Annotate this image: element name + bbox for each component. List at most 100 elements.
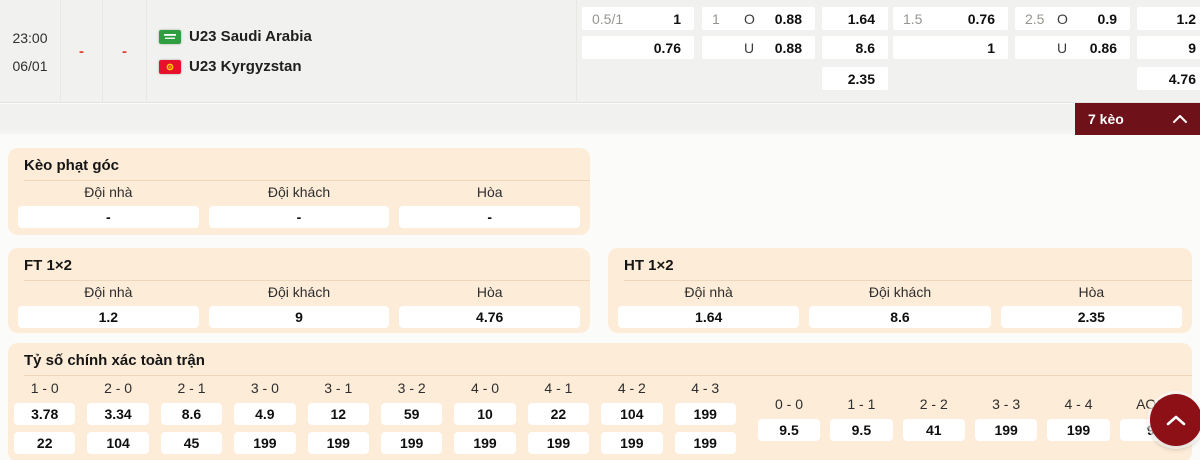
- score-odds[interactable]: 59: [380, 403, 443, 425]
- ht-away-odds[interactable]: 8.6: [809, 306, 991, 328]
- score-label: 1 - 0: [30, 380, 59, 396]
- score-odds[interactable]: 41: [902, 419, 965, 441]
- spacer: [748, 376, 758, 454]
- odds-value: 0.76: [653, 39, 681, 56]
- divider: [24, 375, 1192, 376]
- score-odds-alt[interactable]: 104: [87, 432, 149, 454]
- score-away-column: -: [103, 0, 147, 103]
- score-odds[interactable]: 3.78: [14, 403, 76, 425]
- odds-count-toggle[interactable]: 7 kèo: [1075, 103, 1200, 135]
- handicap-ft-line: 0.5/1: [592, 10, 624, 27]
- odds-x12a-away[interactable]: 8.6: [822, 36, 888, 59]
- score-odds[interactable]: 3.34: [87, 403, 149, 425]
- score-odds[interactable]: 104: [601, 403, 663, 425]
- score-odds-alt[interactable]: 199: [674, 432, 736, 454]
- score-odds[interactable]: 199: [974, 419, 1038, 441]
- score-col-1-1: 1 - 1 9.5: [830, 392, 893, 454]
- score-odds[interactable]: 199: [674, 403, 736, 425]
- score-odds[interactable]: 9.5: [830, 419, 893, 441]
- odds-handicap-ft-away[interactable]: 0.76: [582, 36, 694, 59]
- corner-away-odds[interactable]: -: [208, 206, 390, 228]
- score-col-4-3: 4 - 3 199 199: [674, 376, 736, 454]
- score-odds[interactable]: 4.9: [234, 403, 296, 425]
- odds-value: 0.9: [1097, 10, 1117, 27]
- score-col-3-3: 3 - 3 199: [974, 392, 1038, 454]
- score-odds-alt[interactable]: 199: [601, 432, 663, 454]
- col-draw-label: Hòa: [1078, 284, 1105, 300]
- ft-1x2-panel: FT 1×2 Đội nhà 1.2 Đội khách 9 Hòa 4.76: [8, 248, 590, 333]
- odds-x12a-draw[interactable]: 2.35: [822, 67, 888, 90]
- score-label: 0 - 0: [774, 396, 803, 412]
- col-away-label: Đội khách: [267, 184, 331, 200]
- score-odds-alt[interactable]: 199: [307, 432, 369, 454]
- score-odds-alt[interactable]: 199: [380, 432, 443, 454]
- col-draw-label: Hòa: [476, 284, 503, 300]
- odds-under-ht[interactable]: U 0.86: [1015, 36, 1130, 59]
- score-odds[interactable]: 12: [307, 403, 369, 425]
- score-label: 4 - 1: [544, 380, 573, 396]
- home-team-row[interactable]: U23 Saudi Arabia: [159, 28, 312, 45]
- away-team-row[interactable]: U23 Kyrgyzstan: [159, 58, 302, 75]
- col-home-label: Đội nhà: [84, 284, 133, 300]
- score-col-3-2: 3 - 2 59 199: [380, 376, 443, 454]
- score-odds-alt[interactable]: 45: [160, 432, 223, 454]
- odds-over-ft[interactable]: 1 O 0.88: [702, 7, 815, 30]
- corner-draw-odds[interactable]: -: [399, 206, 581, 228]
- col-away-label: Đội khách: [267, 284, 331, 300]
- match-time: 23:00: [12, 29, 48, 46]
- odds-value: 8.6: [855, 39, 875, 56]
- odds-handicap-ft-home[interactable]: 0.5/1 1: [582, 7, 694, 30]
- odds-value: 2.35: [847, 70, 875, 87]
- corner-home-odds[interactable]: -: [18, 206, 199, 228]
- correct-score-panel: Tỷ số chính xác toàn trận 1 - 0 3.78 22 …: [8, 343, 1192, 460]
- ft-draw-odds[interactable]: 4.76: [399, 306, 581, 328]
- odds-x12a-home[interactable]: 1.64: [822, 7, 888, 30]
- score-odds-alt[interactable]: 199: [234, 432, 296, 454]
- score-away: -: [122, 43, 127, 60]
- divider: [24, 180, 590, 181]
- ht-draw-odds[interactable]: 2.35: [1000, 306, 1182, 328]
- score-col-1-0: 1 - 0 3.78 22: [14, 376, 76, 454]
- under-mark: U: [744, 39, 755, 56]
- score-odds-alt[interactable]: 22: [14, 432, 76, 454]
- odds-value: 1.2: [1176, 10, 1196, 27]
- score-odds[interactable]: 22: [527, 403, 590, 425]
- score-label: 3 - 3: [992, 396, 1021, 412]
- score-odds-alt[interactable]: 199: [527, 432, 590, 454]
- score-col-4-2: 4 - 2 104 199: [601, 376, 663, 454]
- odds-value: 4.76: [1168, 70, 1196, 87]
- col-home-label: Đội nhà: [684, 284, 733, 300]
- score-col-3-0: 3 - 0 4.9 199: [234, 376, 296, 454]
- divider: [24, 280, 590, 281]
- ft-home-odds[interactable]: 1.2: [18, 306, 199, 328]
- over-mark: O: [1057, 10, 1068, 27]
- odds-value: 0.76: [967, 10, 995, 27]
- odds-x12b-draw[interactable]: 4.76: [1137, 67, 1200, 90]
- ht-home-odds[interactable]: 1.64: [618, 306, 800, 328]
- odds-value: 1.64: [847, 10, 875, 27]
- score-label: 3 - 1: [324, 380, 353, 396]
- col-away-label: Đội khách: [868, 284, 932, 300]
- score-odds-alt[interactable]: 199: [454, 432, 516, 454]
- score-odds[interactable]: 8.6: [160, 403, 223, 425]
- score-odds[interactable]: 9.5: [757, 419, 821, 441]
- score-odds[interactable]: 199: [1047, 419, 1110, 441]
- odds-handicap-ht-away[interactable]: 1: [893, 36, 1008, 59]
- home-team-name: U23 Saudi Arabia: [189, 28, 312, 45]
- odds-handicap-ht-home[interactable]: 1.5 0.76: [893, 7, 1008, 30]
- score-col-4-1: 4 - 1 22 199: [527, 376, 590, 454]
- odds-x12b-home[interactable]: 1.2: [1137, 7, 1200, 30]
- score-odds[interactable]: 10: [454, 403, 516, 425]
- saudi-arabia-flag-icon: [159, 29, 181, 44]
- under-mark: U: [1057, 39, 1068, 56]
- ht-panel-title: HT 1×2: [624, 257, 674, 274]
- score-col-2-2: 2 - 2 41: [902, 392, 965, 454]
- correct-score-title: Tỷ số chính xác toàn trận: [24, 352, 205, 369]
- odds-under-ft[interactable]: U 0.88: [702, 36, 815, 59]
- scroll-to-top-button[interactable]: [1150, 394, 1200, 446]
- kyrgyzstan-flag-icon: [159, 59, 181, 74]
- odds-x12b-away[interactable]: 9: [1137, 36, 1200, 59]
- odds-over-ht[interactable]: 2.5 O 0.9: [1015, 7, 1130, 30]
- ou-ht-line: 2.5: [1025, 10, 1045, 27]
- ft-away-odds[interactable]: 9: [208, 306, 390, 328]
